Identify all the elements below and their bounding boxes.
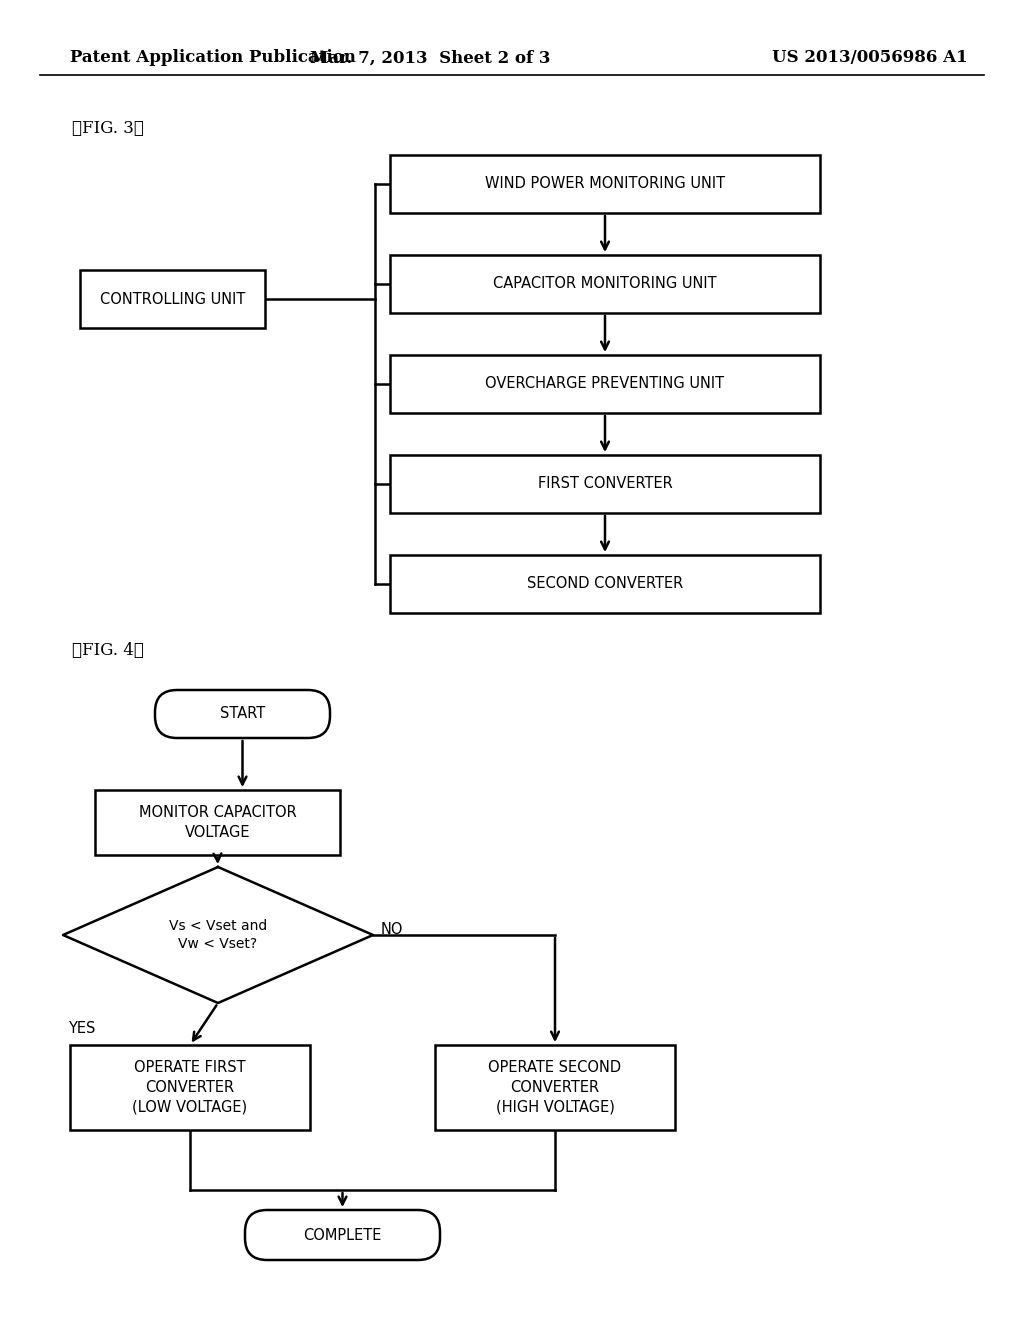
Text: OVERCHARGE PREVENTING UNIT: OVERCHARGE PREVENTING UNIT	[485, 376, 725, 392]
FancyBboxPatch shape	[155, 690, 330, 738]
Text: 【FIG. 3】: 【FIG. 3】	[72, 120, 144, 136]
Text: OPERATE SECOND
CONVERTER
(HIGH VOLTAGE): OPERATE SECOND CONVERTER (HIGH VOLTAGE)	[488, 1060, 622, 1115]
Bar	[390, 355, 820, 413]
Text: Patent Application Publication: Patent Application Publication	[70, 49, 356, 66]
Text: CAPACITOR MONITORING UNIT: CAPACITOR MONITORING UNIT	[494, 276, 717, 292]
Bar	[390, 154, 820, 213]
Text: Vs < Vset and
Vw < Vset?: Vs < Vset and Vw < Vset?	[169, 919, 267, 952]
Text: CONTROLLING UNIT: CONTROLLING UNIT	[99, 292, 245, 306]
Text: SECOND CONVERTER: SECOND CONVERTER	[527, 577, 683, 591]
Bar	[390, 455, 820, 513]
Bar	[435, 1045, 675, 1130]
Text: COMPLETE: COMPLETE	[303, 1228, 382, 1242]
FancyBboxPatch shape	[245, 1210, 440, 1261]
Text: OPERATE FIRST
CONVERTER
(LOW VOLTAGE): OPERATE FIRST CONVERTER (LOW VOLTAGE)	[132, 1060, 248, 1115]
Text: US 2013/0056986 A1: US 2013/0056986 A1	[772, 49, 968, 66]
Text: YES: YES	[68, 1020, 95, 1036]
Text: NO: NO	[381, 923, 403, 937]
Text: WIND POWER MONITORING UNIT: WIND POWER MONITORING UNIT	[485, 177, 725, 191]
Text: Mar. 7, 2013  Sheet 2 of 3: Mar. 7, 2013 Sheet 2 of 3	[309, 49, 550, 66]
Bar	[80, 271, 265, 327]
Text: FIRST CONVERTER: FIRST CONVERTER	[538, 477, 673, 491]
Bar	[95, 789, 340, 855]
Text: START: START	[220, 706, 265, 722]
Text: 【FIG. 4】: 【FIG. 4】	[72, 642, 144, 659]
Text: MONITOR CAPACITOR
VOLTAGE: MONITOR CAPACITOR VOLTAGE	[138, 805, 296, 840]
Bar	[70, 1045, 310, 1130]
Bar	[390, 255, 820, 313]
Bar	[390, 554, 820, 612]
